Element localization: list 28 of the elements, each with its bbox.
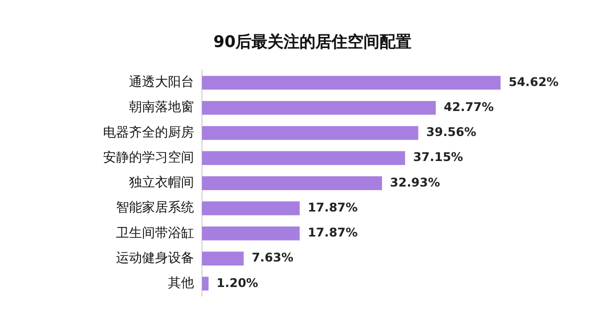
data-label: 54.62% (508, 74, 559, 89)
data-label: 42.77% (444, 100, 494, 114)
bar (202, 176, 382, 190)
data-label: 39.56% (426, 125, 476, 140)
data-label: 7.63% (252, 250, 294, 265)
y-tick-label: 电器齐全的厨房 (103, 124, 194, 140)
bar (202, 100, 436, 115)
y-tick-label: 独立衣帽间 (129, 174, 194, 191)
y-tick-label: 其他 (168, 276, 194, 292)
data-label: 37.15% (413, 150, 464, 164)
bar (202, 76, 501, 90)
chart-title: 90后最关注的居住空间配置 (213, 32, 412, 51)
y-tick-label: 安静的学习空间 (103, 149, 194, 166)
y-tick-label: 智能家居系统 (116, 200, 194, 216)
data-label: 1.20% (216, 276, 258, 290)
y-tick-label: 通透大阳台 (129, 75, 194, 90)
bar (202, 201, 300, 216)
bar (202, 151, 406, 165)
y-tick-label: 朝南落地窗 (129, 99, 194, 116)
data-label: 17.87% (308, 226, 358, 240)
bar (202, 276, 209, 291)
bar (202, 126, 418, 140)
y-tick-label: 运动健身设备 (116, 250, 194, 266)
data-label: 17.87% (308, 200, 358, 214)
bar (202, 226, 300, 240)
bar (202, 252, 244, 266)
data-label: 32.93% (390, 175, 440, 190)
y-tick-label: 卫生间带浴缸 (116, 226, 194, 241)
